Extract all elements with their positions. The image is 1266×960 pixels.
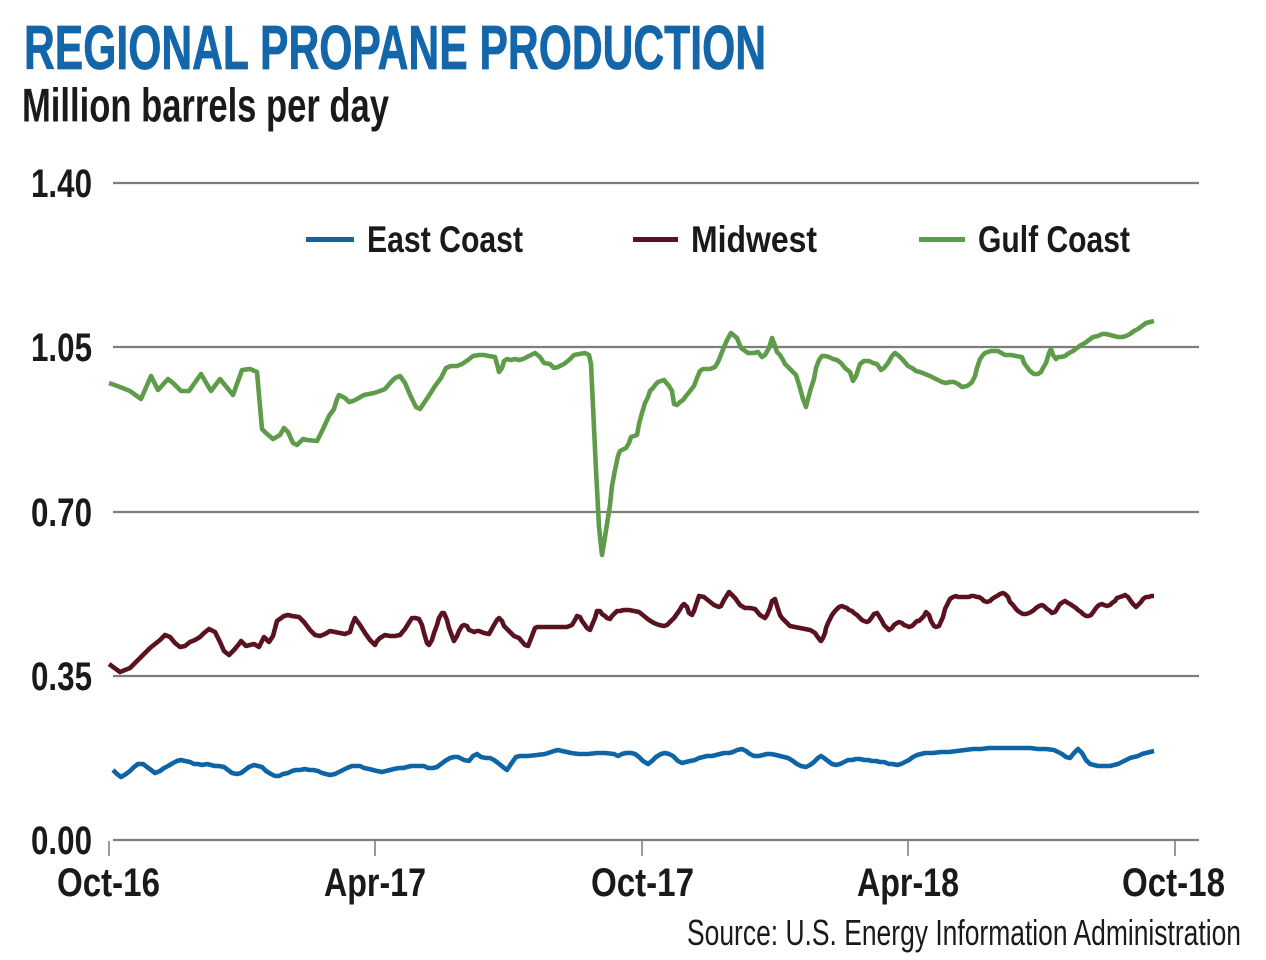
svg-text:Apr-18: Apr-18 bbox=[857, 861, 959, 905]
svg-text:1.40: 1.40 bbox=[31, 162, 92, 206]
svg-text:Midwest: Midwest bbox=[691, 219, 817, 260]
svg-text:Apr-17: Apr-17 bbox=[324, 861, 426, 905]
svg-text:Source: U.S. Energy Informatio: Source: U.S. Energy Information Administ… bbox=[687, 912, 1241, 953]
svg-text:1.05: 1.05 bbox=[31, 326, 92, 370]
svg-text:0.70: 0.70 bbox=[31, 491, 92, 535]
svg-text:0.00: 0.00 bbox=[31, 819, 92, 863]
svg-text:REGIONAL PROPANE PRODUCTION: REGIONAL PROPANE PRODUCTION bbox=[24, 14, 766, 83]
svg-text:Oct-18: Oct-18 bbox=[1122, 861, 1225, 905]
svg-text:East Coast: East Coast bbox=[367, 219, 523, 260]
svg-text:Oct-17: Oct-17 bbox=[591, 861, 694, 905]
svg-text:Gulf Coast: Gulf Coast bbox=[978, 219, 1130, 260]
svg-text:0.35: 0.35 bbox=[31, 655, 92, 699]
svg-text:Oct-16: Oct-16 bbox=[57, 861, 160, 905]
svg-text:Million barrels per day: Million barrels per day bbox=[22, 79, 389, 132]
